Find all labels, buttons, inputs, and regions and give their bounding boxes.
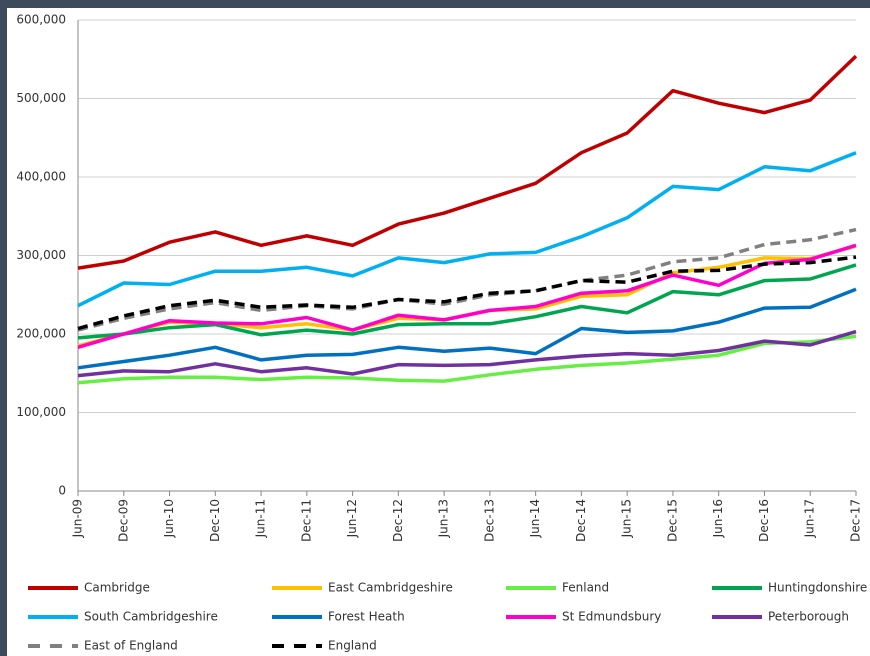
y-tick-label: 200,000 xyxy=(16,327,66,341)
series-line xyxy=(77,54,858,270)
x-tick-label: Jun-09 xyxy=(71,499,85,538)
legend-label: South Cambridgeshire xyxy=(84,610,218,624)
x-tick-label: Jun-10 xyxy=(162,499,176,538)
x-tick-label: Jun-14 xyxy=(528,499,542,538)
x-tick-label: Dec-13 xyxy=(482,499,496,542)
y-tick-label: 500,000 xyxy=(16,91,66,105)
series-line xyxy=(77,255,857,331)
x-tick-label: Dec-17 xyxy=(849,499,863,542)
y-tick-label: 400,000 xyxy=(16,170,66,184)
x-tick-label: Jun-15 xyxy=(620,499,634,538)
legend-label: Fenland xyxy=(562,581,609,595)
x-tick-label: Dec-15 xyxy=(665,499,679,542)
legend-label: Cambridge xyxy=(84,581,150,595)
series-line xyxy=(77,151,857,308)
legend-label: Peterborough xyxy=(768,610,849,624)
x-tick-label: Dec-12 xyxy=(391,499,405,542)
series-line xyxy=(77,244,857,348)
y-tick-label: 0 xyxy=(58,484,66,498)
x-tick-label: Jun-11 xyxy=(254,499,268,538)
series-line xyxy=(77,287,857,370)
series-line xyxy=(77,329,857,378)
left-bar xyxy=(0,0,7,656)
top-bar xyxy=(0,0,870,8)
x-tick-label: Jun-12 xyxy=(345,499,359,538)
x-tick-label: Dec-14 xyxy=(574,499,588,542)
legend-label: St Edmundsbury xyxy=(562,610,661,624)
x-tick-label: Jun-16 xyxy=(711,499,725,538)
legend-label: East of England xyxy=(84,639,178,653)
series-line xyxy=(77,243,857,349)
x-tick-label: Jun-17 xyxy=(803,499,817,538)
legend-label: England xyxy=(328,639,377,653)
x-tick-label: Dec-11 xyxy=(299,499,313,542)
x-tick-label: Jun-13 xyxy=(437,499,451,538)
series-line xyxy=(77,334,857,385)
y-tick-label: 300,000 xyxy=(16,248,66,262)
y-tick-label: 100,000 xyxy=(16,405,66,419)
legend-label: East Cambridgeshire xyxy=(328,581,453,595)
x-tick-label: Dec-09 xyxy=(116,499,130,542)
series-line xyxy=(77,263,857,340)
x-tick-label: Dec-16 xyxy=(757,499,771,542)
legend-label: Forest Heath xyxy=(328,610,405,624)
x-tick-label: Dec-10 xyxy=(208,499,222,542)
y-tick-label: 600,000 xyxy=(16,13,66,27)
series-line xyxy=(77,227,857,332)
legend-label: Huntingdonshire xyxy=(768,581,867,595)
